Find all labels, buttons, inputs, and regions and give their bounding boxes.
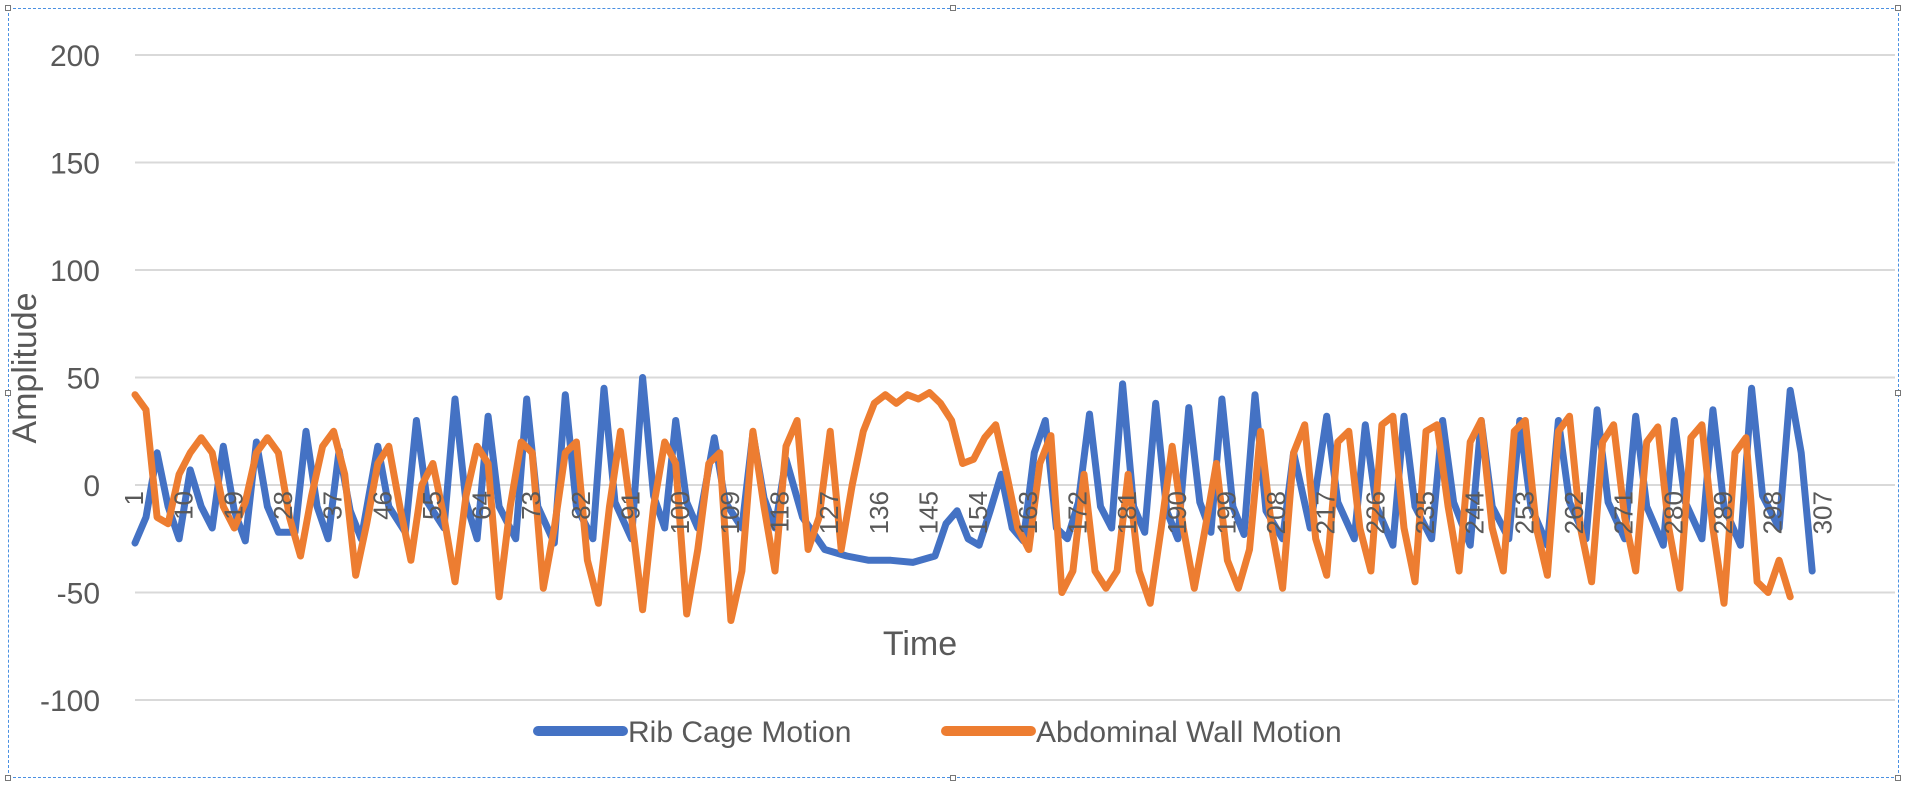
resize-handle-top-mid[interactable] [950,5,956,11]
x-tick-label: 280 [1658,491,1688,534]
x-tick-label: 10 [169,491,199,520]
x-tick-label: 298 [1758,491,1788,534]
gridlines [135,54,1895,701]
x-tick-label: 235 [1410,491,1440,534]
y-tick-label: -100 [40,685,100,718]
resize-handle-bottom-mid[interactable] [950,775,956,781]
legend-label-rib-cage: Rib Cage Motion [628,716,851,749]
x-tick-label: 91 [616,491,646,520]
legend-label-abdominal-wall: Abdominal Wall Motion [1036,716,1342,749]
resize-handle-right-mid[interactable] [1895,390,1901,396]
resize-handle-left-mid[interactable] [5,390,11,396]
x-tick-label: 208 [1261,491,1291,534]
x-tick-label: 73 [516,491,546,520]
x-tick-label: 190 [1162,491,1192,534]
x-tick-label: 307 [1807,491,1837,534]
x-axis-title: Time [883,625,957,663]
y-tick-label: 0 [83,470,100,503]
x-tick-label: 226 [1360,491,1390,534]
series-lines [131,374,1816,624]
x-tick-label: 163 [1013,491,1043,534]
x-tick-label: 100 [665,491,695,534]
resize-handle-top-right[interactable] [1895,5,1901,11]
y-axis-title: Amplitude [6,292,44,443]
resize-handle-bottom-left[interactable] [5,775,11,781]
x-tick-label: 82 [566,491,596,520]
x-tick-label: 154 [963,491,993,534]
series-line-abdominal-wall [131,389,1794,624]
x-tick-label: 28 [268,491,298,520]
y-tick-label: 50 [67,363,100,396]
x-tick-label: 118 [765,491,795,532]
x-tick-label: 199 [1211,491,1241,534]
y-tick-label: 100 [50,255,100,288]
x-tick-label: 46 [367,491,397,520]
x-tick-label: 253 [1509,491,1539,534]
x-tick-label: 289 [1708,491,1738,534]
x-tick-label: 244 [1460,491,1490,534]
x-tick-label: 217 [1311,491,1341,534]
x-tick-label: 172 [1062,491,1092,534]
x-tick-label: 181 [1112,491,1142,534]
legend: Rib Cage Motion Abdominal Wall Motion [533,716,1342,749]
y-tick-label: 150 [50,148,100,181]
x-tick-label: 37 [318,491,348,520]
x-tick-label: 55 [417,491,447,520]
x-tick-label: 136 [864,491,894,534]
x-tick-label: 262 [1559,491,1589,534]
x-tick-label: 1 [119,491,149,505]
x-tick-label: 271 [1609,491,1639,534]
x-tick-label: 145 [913,491,943,534]
series-line-rib-cage [131,374,1816,575]
y-tick-label: 200 [50,40,100,73]
resize-handle-top-left[interactable] [5,5,11,11]
x-tick-label: 19 [218,491,248,520]
resize-handle-bottom-right[interactable] [1895,775,1901,781]
x-axis-tick-labels: 1 10 19 28 37 46 55 64 73 82 91 100 109 118 127 136 145 1… [119,491,1837,534]
y-axis-tick-labels: -100 -50 0 50 100 150 200 [40,40,100,718]
x-tick-label: 64 [467,491,497,520]
x-tick-label: 127 [814,491,844,534]
x-tick-label: 109 [715,491,745,534]
y-tick-label: -50 [57,578,100,611]
